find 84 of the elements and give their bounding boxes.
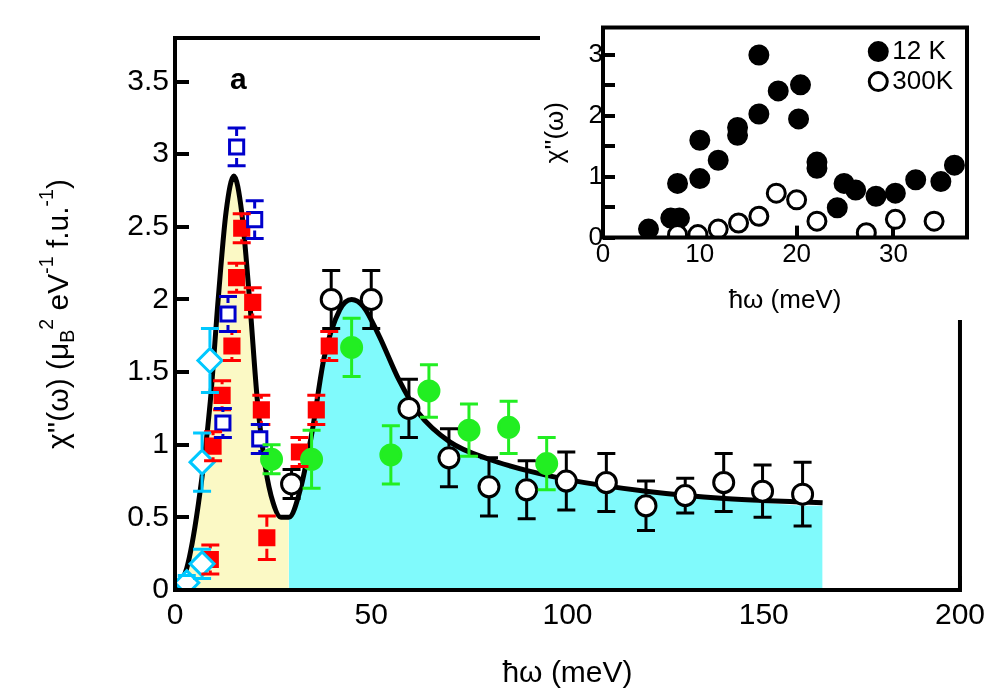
point xyxy=(638,218,659,238)
point xyxy=(865,185,887,207)
x-tick-label: 100 xyxy=(542,597,593,631)
point xyxy=(884,182,906,204)
point xyxy=(196,346,224,374)
point xyxy=(535,452,559,476)
point xyxy=(689,129,711,151)
x-tick-label: 10 xyxy=(685,238,715,269)
y-tick-label: 3 xyxy=(588,38,603,69)
point xyxy=(845,179,867,201)
point xyxy=(214,414,232,432)
point xyxy=(204,437,222,455)
point xyxy=(340,335,364,359)
point xyxy=(707,218,729,238)
x-tick-label: 200 xyxy=(934,597,985,631)
point xyxy=(258,529,276,547)
point xyxy=(943,154,965,176)
point xyxy=(748,205,770,227)
point xyxy=(707,149,729,171)
y-axis-title: χ''(ω) (μB2 eV-1 f.u.-1) xyxy=(35,179,79,449)
point xyxy=(252,401,270,419)
point xyxy=(260,447,284,471)
point xyxy=(748,103,770,125)
x-axis-title: ħω (meV) xyxy=(728,283,842,314)
y-tick-label: 0 xyxy=(152,571,169,605)
point xyxy=(379,443,403,467)
y-tick-label: 3.5 xyxy=(127,62,169,96)
point xyxy=(806,210,828,232)
point xyxy=(930,171,952,193)
y-tick-label: 3 xyxy=(152,135,169,169)
point xyxy=(228,269,246,287)
y-tick-label: 1 xyxy=(152,426,169,459)
point xyxy=(789,74,811,96)
point xyxy=(188,448,216,476)
point xyxy=(788,108,810,130)
point xyxy=(457,418,481,442)
point xyxy=(905,169,927,191)
point xyxy=(673,484,697,508)
point xyxy=(437,446,461,470)
x-axis-title: ħω (meV) xyxy=(502,655,633,689)
y-axis-title: χ''(ω) xyxy=(539,101,570,164)
point xyxy=(767,80,789,102)
y-tick-label: 1 xyxy=(588,159,603,190)
point xyxy=(228,138,246,156)
point xyxy=(884,208,906,230)
point xyxy=(307,401,325,419)
y-tick-label: 1.5 xyxy=(127,353,169,387)
point xyxy=(477,475,501,499)
point xyxy=(554,469,578,493)
x-tick-label: 30 xyxy=(878,238,908,269)
x-tick-label: 150 xyxy=(738,597,789,631)
point xyxy=(397,396,421,420)
point xyxy=(300,447,324,471)
legend-label: 300K xyxy=(892,64,954,95)
point xyxy=(246,211,264,229)
point xyxy=(417,379,441,403)
point xyxy=(826,197,848,219)
y-tick-label: 0.5 xyxy=(127,498,169,532)
x-tick-label: 50 xyxy=(354,597,388,631)
x-tick-label: 20 xyxy=(782,238,812,269)
point xyxy=(515,478,539,502)
point xyxy=(213,386,231,404)
point xyxy=(497,415,521,439)
point xyxy=(689,168,711,190)
point xyxy=(667,172,689,194)
point xyxy=(748,44,770,66)
point xyxy=(728,212,750,234)
point xyxy=(594,471,618,495)
point xyxy=(765,182,787,204)
point xyxy=(244,293,262,311)
y-tick-label: 2 xyxy=(588,99,603,130)
annotation: a xyxy=(230,62,247,96)
y-tick-label: 2 xyxy=(152,280,169,314)
point xyxy=(320,337,338,355)
y-tick-label: 2.5 xyxy=(127,208,169,242)
point xyxy=(251,430,269,448)
point xyxy=(233,219,251,237)
point xyxy=(223,337,241,355)
point xyxy=(219,305,237,323)
legend-label: 12 K xyxy=(892,34,947,65)
point xyxy=(786,189,808,211)
point xyxy=(634,494,658,518)
point xyxy=(712,471,736,495)
point xyxy=(923,210,945,232)
